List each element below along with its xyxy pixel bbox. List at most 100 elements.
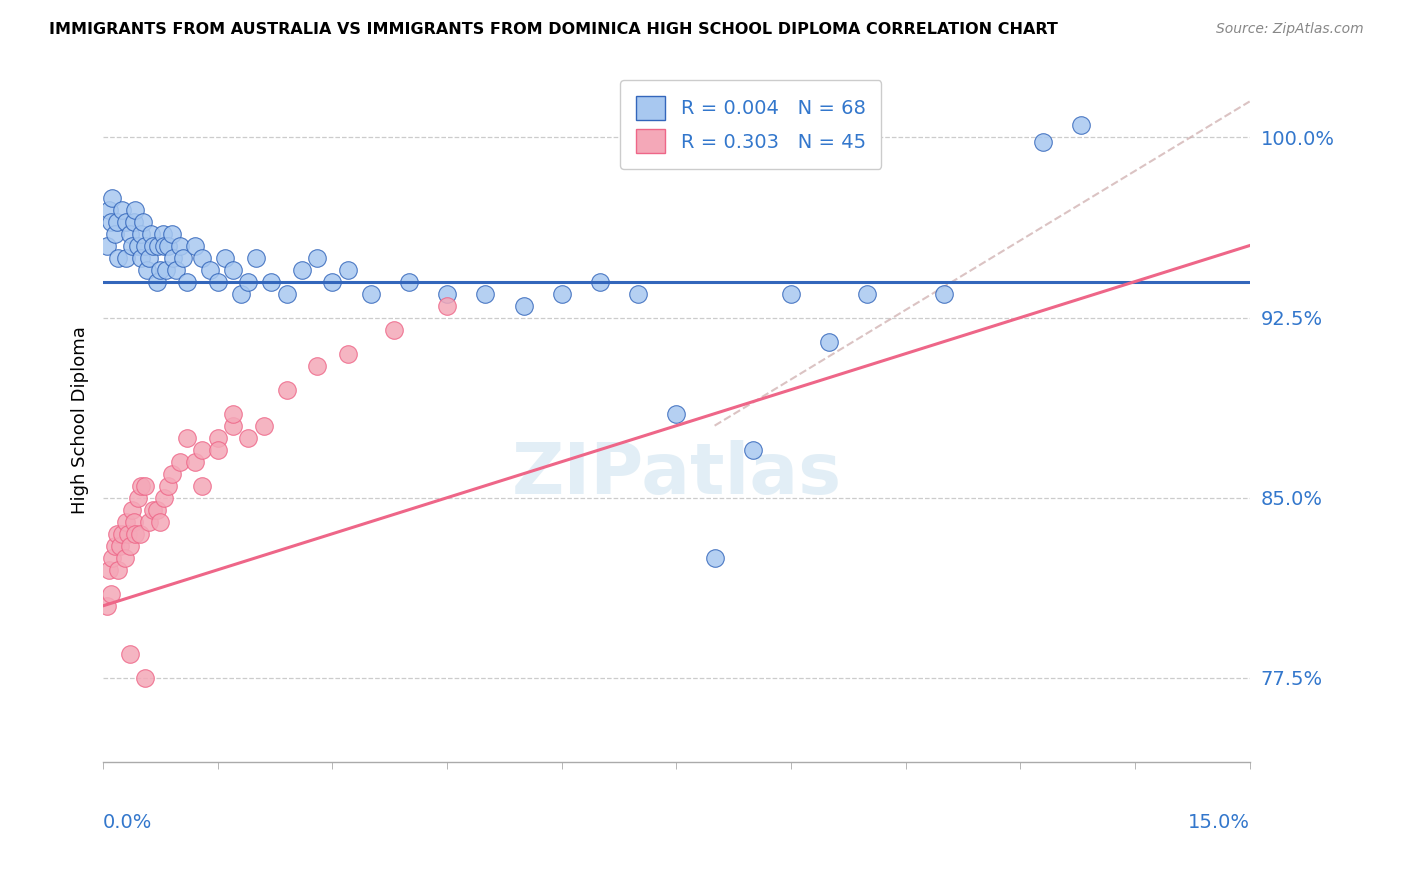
Text: 15.0%: 15.0% xyxy=(1188,814,1250,832)
Point xyxy=(122,214,145,228)
Point xyxy=(107,563,129,577)
Point xyxy=(184,455,207,469)
Point xyxy=(551,286,574,301)
Y-axis label: High School Diploma: High School Diploma xyxy=(72,326,89,514)
Point xyxy=(360,286,382,301)
Point xyxy=(191,479,214,493)
Point xyxy=(214,251,236,265)
Point xyxy=(101,190,124,204)
Point xyxy=(128,526,150,541)
Point xyxy=(276,286,298,301)
Legend: R = 0.004   N = 68, R = 0.303   N = 45: R = 0.004 N = 68, R = 0.303 N = 45 xyxy=(620,80,882,169)
Text: Source: ZipAtlas.com: Source: ZipAtlas.com xyxy=(1216,22,1364,37)
Point xyxy=(142,502,165,516)
Point xyxy=(207,275,229,289)
Point xyxy=(107,251,129,265)
Point xyxy=(118,539,141,553)
Point xyxy=(105,526,128,541)
Point xyxy=(703,550,725,565)
Point xyxy=(512,299,534,313)
Point xyxy=(146,238,169,252)
Point xyxy=(96,238,118,252)
Point xyxy=(627,286,650,301)
Point xyxy=(115,214,138,228)
Point xyxy=(142,238,165,252)
Point xyxy=(291,262,314,277)
Point xyxy=(198,262,221,277)
Point xyxy=(307,359,329,373)
Point xyxy=(115,515,138,529)
Point xyxy=(104,227,127,241)
Point xyxy=(191,251,214,265)
Point xyxy=(157,479,180,493)
Point xyxy=(134,479,156,493)
Point xyxy=(307,251,329,265)
Point xyxy=(184,238,207,252)
Point xyxy=(382,323,405,337)
Point xyxy=(436,286,458,301)
Point xyxy=(155,262,177,277)
Point xyxy=(665,407,688,421)
Point xyxy=(124,526,146,541)
Text: 0.0%: 0.0% xyxy=(103,814,152,832)
Point xyxy=(138,515,160,529)
Text: IMMIGRANTS FROM AUSTRALIA VS IMMIGRANTS FROM DOMINICA HIGH SCHOOL DIPLOMA CORREL: IMMIGRANTS FROM AUSTRALIA VS IMMIGRANTS … xyxy=(49,22,1059,37)
Point xyxy=(207,431,229,445)
Point xyxy=(145,275,167,289)
Point xyxy=(121,238,143,252)
Point xyxy=(741,442,763,457)
Point xyxy=(856,286,879,301)
Point xyxy=(260,275,283,289)
Point xyxy=(131,251,153,265)
Point xyxy=(111,526,134,541)
Point xyxy=(172,251,194,265)
Point xyxy=(222,418,245,433)
Point xyxy=(276,383,298,397)
Point xyxy=(169,455,191,469)
Point xyxy=(818,334,841,349)
Point xyxy=(169,238,191,252)
Point xyxy=(114,550,136,565)
Point xyxy=(115,251,138,265)
Point xyxy=(105,214,128,228)
Point xyxy=(1032,136,1054,150)
Point xyxy=(139,227,162,241)
Point xyxy=(780,286,803,301)
Point xyxy=(127,238,149,252)
Point xyxy=(932,286,955,301)
Point xyxy=(145,502,167,516)
Point xyxy=(98,202,121,217)
Point xyxy=(124,202,146,217)
Point xyxy=(398,275,420,289)
Point xyxy=(1070,119,1092,133)
Point xyxy=(191,442,214,457)
Point xyxy=(149,262,172,277)
Point xyxy=(134,238,156,252)
Point xyxy=(149,515,172,529)
Point xyxy=(136,262,159,277)
Point xyxy=(111,202,134,217)
Point xyxy=(118,647,141,661)
Point xyxy=(160,227,183,241)
Text: ZIPatlas: ZIPatlas xyxy=(512,440,841,509)
Point xyxy=(207,442,229,457)
Point xyxy=(336,262,359,277)
Point xyxy=(153,491,176,505)
Point xyxy=(176,275,198,289)
Point xyxy=(121,502,143,516)
Point xyxy=(253,418,276,433)
Point xyxy=(131,479,153,493)
Point xyxy=(101,550,124,565)
Point xyxy=(100,214,122,228)
Point xyxy=(321,275,343,289)
Point xyxy=(229,286,252,301)
Point xyxy=(238,431,260,445)
Point xyxy=(122,515,145,529)
Point xyxy=(153,238,176,252)
Point xyxy=(100,587,122,601)
Point xyxy=(165,262,187,277)
Point xyxy=(134,671,156,685)
Point xyxy=(132,214,155,228)
Point xyxy=(108,539,131,553)
Point xyxy=(157,238,180,252)
